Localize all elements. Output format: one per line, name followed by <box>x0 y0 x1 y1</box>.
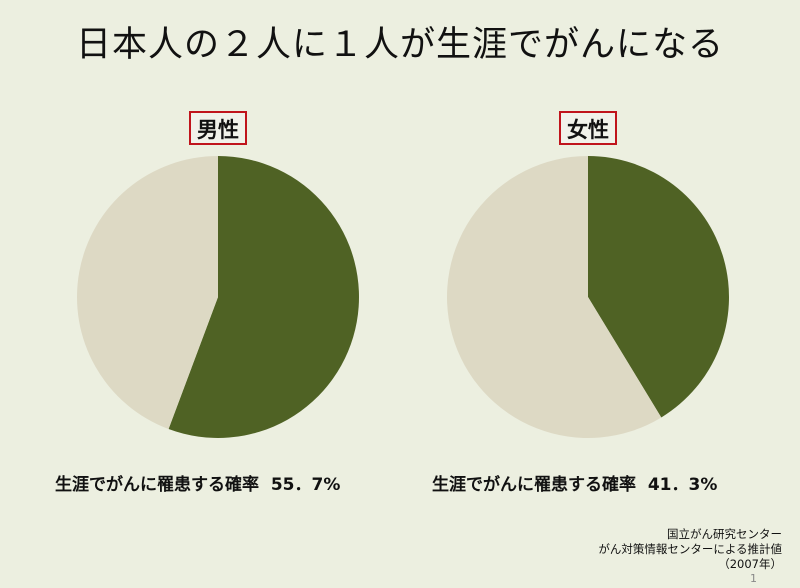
female-stat: 生涯でがんに罹患する確率 41．3% <box>432 470 717 495</box>
male-stat: 生涯でがんに罹患する確率 55．7% <box>55 470 340 495</box>
page-title: 日本人の２人に１人が生涯でがんになる <box>75 25 724 65</box>
female-stat-text: 生涯でがんに罹患する確率 <box>432 475 636 495</box>
unaffected-slice <box>446 156 662 439</box>
page-number: 1 <box>750 572 757 585</box>
male-label: 男性 <box>189 111 247 145</box>
affected-slice <box>588 156 729 418</box>
female-stat-value: 41．3% <box>647 475 718 495</box>
female-pie-chart <box>446 156 729 439</box>
source-line-2: がん対策情報センターによる推計値 <box>598 542 782 556</box>
source-note: 国立がん研究センター がん対策情報センターによる推計値 （2007年） <box>598 527 782 572</box>
male-pie-chart <box>77 156 360 439</box>
male-stat-value: 55．7% <box>270 475 341 495</box>
unaffected-slice <box>77 156 218 430</box>
source-line-3: （2007年） <box>718 557 782 571</box>
affected-slice <box>168 156 360 439</box>
female-label: 女性 <box>559 111 617 145</box>
male-stat-text: 生涯でがんに罹患する確率 <box>55 475 259 495</box>
source-line-1: 国立がん研究センター <box>667 527 782 541</box>
